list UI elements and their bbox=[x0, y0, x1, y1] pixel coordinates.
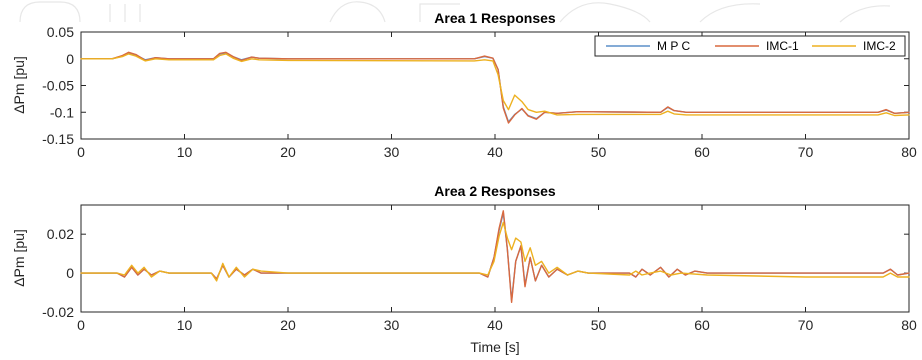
x-tick-label: 20 bbox=[280, 317, 296, 333]
y-axis-label: ΔPm [pu] bbox=[11, 229, 27, 287]
x-tick-label: 40 bbox=[487, 144, 503, 160]
series-lines bbox=[80, 51, 910, 124]
y-tick-label: -0.1 bbox=[50, 104, 74, 120]
x-tick-label: 50 bbox=[591, 317, 607, 333]
x-tick-label: 10 bbox=[177, 144, 193, 160]
x-tick-label: 60 bbox=[694, 317, 710, 333]
x-tick-label: 0 bbox=[77, 317, 85, 333]
legend-label-imc2: IMC-2 bbox=[863, 39, 896, 53]
x-tick-label: 80 bbox=[901, 317, 917, 333]
x-tick-label: 30 bbox=[384, 144, 400, 160]
x-tick-label: 20 bbox=[280, 144, 296, 160]
y-tick-label: 0 bbox=[66, 51, 74, 67]
y-tick-label: -0.02 bbox=[42, 304, 74, 320]
y-axis-label: ΔPm [pu] bbox=[11, 56, 27, 114]
chart-title: Area 1 Responses bbox=[434, 10, 556, 26]
panel-area-2: Area 2 Responses 0 10 20 30 40 50 60 70 80-0.020… bbox=[11, 183, 917, 355]
x-tick-label: 0 bbox=[77, 144, 85, 160]
y-tick-label: 0.05 bbox=[47, 24, 74, 40]
y-tick-label: -0.05 bbox=[42, 78, 74, 94]
series-line-imc-2 bbox=[80, 53, 910, 117]
x-tick-label: 70 bbox=[798, 144, 814, 160]
series-line-imc-2 bbox=[80, 221, 910, 282]
legend-label-imc1: IMC-1 bbox=[766, 39, 799, 53]
series-lines bbox=[80, 210, 910, 303]
y-tick-label: -0.15 bbox=[42, 131, 74, 147]
panel-area-1: Area 1 Responses 0 10 20 30 40 50 60 70 80 -0.15 -… bbox=[11, 10, 917, 160]
x-tick-label: 80 bbox=[901, 144, 917, 160]
chart-title: Area 2 Responses bbox=[434, 183, 556, 199]
x-tick-label: 60 bbox=[694, 144, 710, 160]
legend: M P C IMC-1 IMC-2 bbox=[594, 35, 906, 57]
x-tick-label: 50 bbox=[591, 144, 607, 160]
axis-ticks: 0 10 20 30 40 50 60 70 80 -0.15 -0.1 -0.05 0 0.05 bbox=[42, 24, 917, 160]
x-axis-label: Time [s] bbox=[470, 339, 519, 355]
y-tick-label: 0.02 bbox=[47, 226, 74, 242]
x-tick-label: 40 bbox=[487, 317, 503, 333]
x-tick-label: 70 bbox=[798, 317, 814, 333]
y-tick-label: 0 bbox=[66, 265, 74, 281]
x-tick-label: 10 bbox=[177, 317, 193, 333]
series-line-imc-1 bbox=[80, 51, 910, 124]
legend-label-mpc: M P C bbox=[657, 39, 690, 53]
x-tick-label: 30 bbox=[384, 317, 400, 333]
watermark bbox=[19, 1, 891, 23]
